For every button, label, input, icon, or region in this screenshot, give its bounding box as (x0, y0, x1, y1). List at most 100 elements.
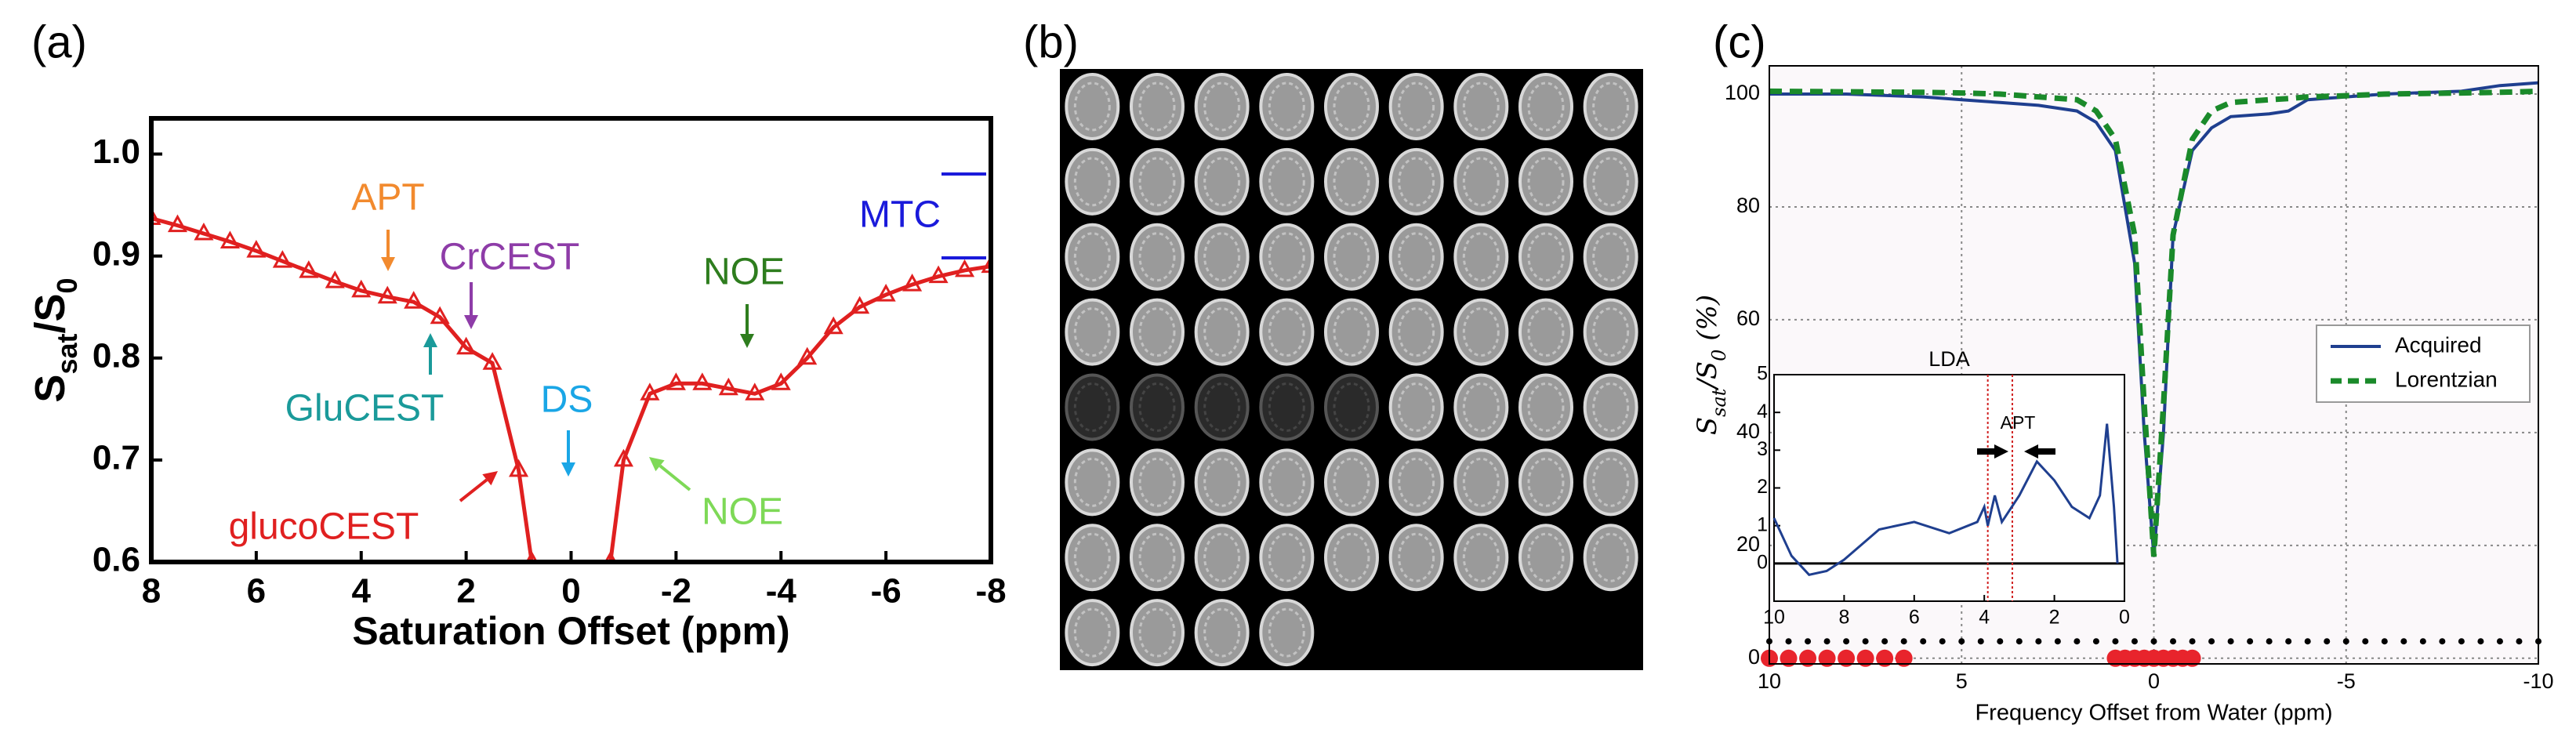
selected-offset (1876, 649, 1894, 667)
brain-detail (1203, 157, 1241, 207)
data-line (151, 216, 991, 563)
sampled-offset (1805, 638, 1812, 645)
brain-detail (1462, 232, 1500, 282)
annotation: CrCEST (440, 237, 580, 278)
sampled-offset (1881, 638, 1888, 645)
arrow-head (2024, 444, 2038, 459)
arrow-head (649, 457, 665, 472)
y-tick-label: 1.0 (93, 132, 140, 171)
brain-detail (1073, 382, 1111, 432)
brain-detail (1073, 307, 1111, 357)
legend-label: Acquired (2395, 332, 2482, 357)
brain-detail (1592, 82, 1630, 132)
marker (902, 273, 923, 292)
brain-detail (1462, 307, 1500, 357)
brain-detail (1073, 232, 1111, 282)
annotation: DS (541, 379, 593, 421)
brain-detail (1203, 307, 1241, 357)
inset-x-tick-label: 2 (2049, 607, 2060, 629)
sampled-offset (2400, 638, 2407, 645)
brain-detail (1462, 457, 1500, 507)
sampled-offset (2131, 638, 2138, 645)
x-tick-label: 0 (561, 572, 580, 611)
brain-detail (1462, 157, 1500, 207)
y-tick-label: 0.6 (93, 541, 140, 579)
brain-detail (1527, 382, 1565, 432)
y-label-part: /S (27, 293, 74, 333)
brain-detail (1527, 532, 1565, 582)
brain-detail (1073, 457, 1111, 507)
marker (482, 352, 503, 370)
arrow-shaft (659, 464, 691, 491)
brain-detail (1138, 532, 1176, 582)
brain-detail (1592, 382, 1630, 432)
y-label-part: S (27, 375, 74, 403)
brain-detail (1333, 232, 1370, 282)
marker (981, 255, 991, 274)
x-tick-label: -10 (2523, 669, 2553, 693)
x-tick-label: -5 (2337, 669, 2356, 693)
sampled-offset (2419, 638, 2426, 645)
brain-detail (1333, 382, 1370, 432)
annotation: glucoCEST (229, 506, 419, 548)
x-tick-label: 4 (352, 572, 372, 611)
x-tick-label: 5 (1956, 669, 1968, 693)
y-tick-label: 100 (1725, 81, 1760, 104)
brain-detail (1138, 157, 1176, 207)
sampled-offset (2247, 638, 2254, 645)
brain-detail (1333, 157, 1370, 207)
brain-detail (1592, 307, 1630, 357)
sampled-offset (2266, 638, 2273, 645)
annotation: NOE (702, 491, 783, 533)
arrow-head (423, 333, 437, 347)
arrow-head (482, 471, 498, 486)
brain-detail (1398, 532, 1435, 582)
brain-detail (1073, 607, 1111, 658)
brain-detail (1462, 532, 1500, 582)
sampled-offset (2285, 638, 2292, 645)
brain-detail (1592, 457, 1630, 507)
selected-offset (1895, 649, 1913, 667)
marker (351, 279, 372, 298)
brain-detail (1333, 307, 1370, 357)
arrow-head (464, 315, 478, 329)
sampled-offset (2054, 638, 2061, 645)
marker (666, 372, 686, 390)
sampled-offset (1939, 638, 1946, 645)
x-tick-label: -6 (871, 572, 902, 611)
brain-detail (1398, 82, 1435, 132)
brain-detail (1203, 457, 1241, 507)
marker (771, 372, 791, 390)
brain-detail (1268, 457, 1305, 507)
y-axis-label: Ssat/S0 (27, 277, 83, 402)
brain-detail (1203, 532, 1241, 582)
marker (640, 383, 660, 401)
sampled-offset (1977, 638, 1984, 645)
arrow-head (381, 257, 395, 271)
annotation: GluCEST (285, 388, 444, 430)
arrow-shaft (459, 478, 488, 502)
y-label-part: S (1692, 417, 1723, 435)
y-tick-label: 60 (1736, 306, 1760, 330)
marker (220, 230, 240, 248)
inset-x-tick-label: 4 (1979, 607, 1990, 629)
data-line (1769, 88, 2538, 557)
sampled-offset (1862, 638, 1869, 645)
brain-detail (1592, 532, 1630, 582)
marker (850, 295, 870, 314)
inset-y-tick-label: 3 (1757, 438, 1768, 460)
selected-offset (1838, 649, 1856, 667)
sampled-offset (2092, 638, 2099, 645)
sampled-offset (2439, 638, 2446, 645)
brain-detail (1398, 457, 1435, 507)
inset-line (1772, 423, 2119, 576)
sampled-offset (1785, 638, 1792, 645)
marker (456, 336, 477, 355)
y-tick-label: 80 (1736, 194, 1760, 217)
brain-detail (1073, 532, 1111, 582)
x-tick-label: 0 (2148, 669, 2160, 693)
sampled-offset (2324, 638, 2331, 645)
marker (954, 259, 975, 277)
brain-detail (1592, 232, 1630, 282)
brain-detail (1073, 157, 1111, 207)
